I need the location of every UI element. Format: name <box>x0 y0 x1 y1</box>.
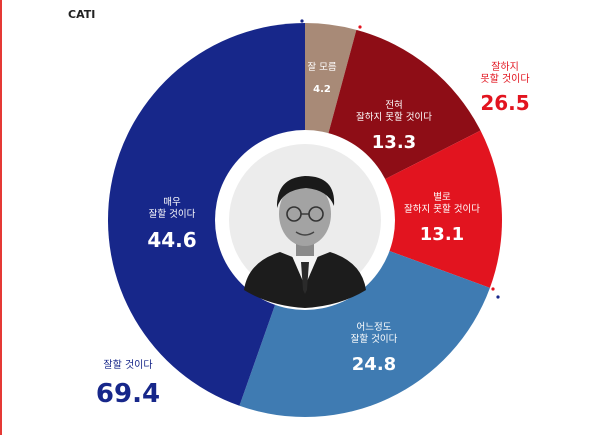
pie-slice-4 <box>107 22 306 406</box>
portrait-hair <box>276 176 335 208</box>
slice-caption: 전혀 <box>385 100 402 111</box>
slice-caption: 잘하지 못할 것이다 <box>356 111 432 123</box>
slice-value: 4.2 <box>313 84 331 95</box>
group-caption: 잘하지 <box>491 60 519 73</box>
slice-value: 44.6 <box>147 228 196 252</box>
pie-slice-2 <box>305 130 503 288</box>
slice-caption: 잘할 것이다 <box>149 208 196 220</box>
slice-caption: 별로 <box>433 192 451 203</box>
slice-label-0: 잘 모름 4.2 <box>307 61 336 95</box>
boundary-dot <box>358 25 362 29</box>
slice-value: 13.1 <box>420 224 464 245</box>
group-total-1: 잘할 것이다 69.4 <box>96 359 160 409</box>
boundary-dot <box>491 287 495 291</box>
slice-caption: 잘할 것이다 <box>351 333 398 345</box>
center-portrait <box>215 130 395 310</box>
slice-value: 24.8 <box>352 354 396 375</box>
slice-value: 13.3 <box>372 132 416 153</box>
slice-caption: 어느정도 <box>357 322 392 333</box>
group-value: 69.4 <box>96 379 160 409</box>
slice-caption: 잘하지 못할 것이다 <box>404 203 480 215</box>
group-caption: 못할 것이다 <box>480 73 529 85</box>
boundary-dot <box>300 19 304 23</box>
group-value: 26.5 <box>480 91 529 115</box>
boundary-dot <box>496 295 500 299</box>
group-caption: 잘할 것이다 <box>103 359 152 371</box>
method-label: CATI <box>68 8 96 21</box>
slice-caption: 잘 모름 <box>307 61 336 73</box>
slice-caption: 매우 <box>163 197 181 208</box>
